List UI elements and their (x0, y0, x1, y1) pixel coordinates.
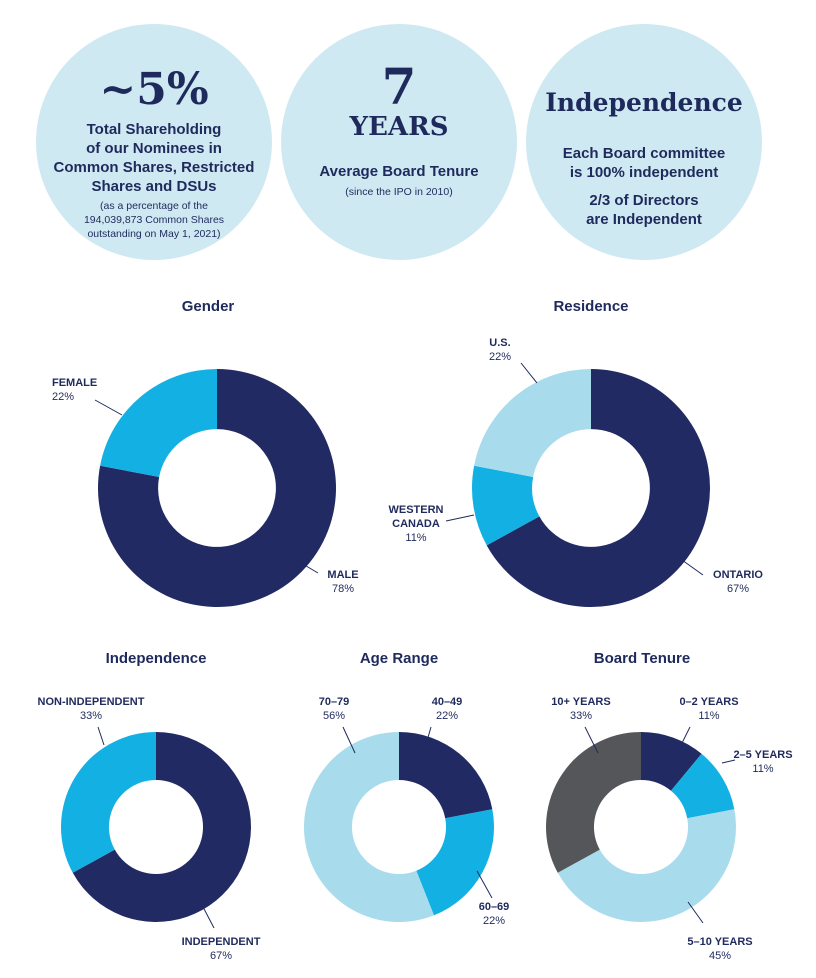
tenure-label: Average Board Tenure (319, 163, 479, 180)
slice-60-69 (416, 809, 494, 916)
shareholding-note-1: (as a percentage of the (100, 200, 208, 212)
shareholding-value: ~5% (99, 64, 209, 115)
label-0-2-years: 0–2 YEARS 11% (679, 696, 739, 722)
independence-line-2: is 100% independent (569, 164, 719, 181)
slice-40-49 (399, 732, 493, 819)
independence-value: Independence (545, 88, 743, 117)
label-5-10-years: 5–10 YEARS 45% (687, 936, 753, 962)
shareholding-note-2: 194,039,873 Common Shares (83, 214, 225, 226)
residence-chart-title: Residence (553, 298, 629, 315)
shareholding-line-3: Common Shares, Restricted (53, 159, 255, 176)
independence-line-3: 2/3 of Directors (589, 192, 699, 209)
independence-line-4: are Independent (586, 211, 702, 228)
label-ontario: ONTARIO 67% (713, 569, 763, 595)
slice-ontario (486, 369, 710, 607)
label-female: FEMALE 22% (52, 377, 98, 403)
shareholding-line-4: Shares and DSUs (91, 178, 217, 195)
slice-10-years (546, 732, 641, 873)
label-40-49: 40–49 22% (431, 696, 463, 722)
slice-independent (72, 732, 251, 922)
label-2-5-years: 2–5 YEARS 11% (733, 749, 793, 775)
slice-u-s (474, 369, 591, 477)
gender-donut (97, 369, 336, 607)
tenure-unit: YEARS (349, 112, 449, 142)
gender-chart-title: Gender (181, 298, 235, 315)
slice-70-79 (304, 732, 434, 922)
shareholding-line-1: Total Shareholding (86, 121, 222, 138)
leader-western-canada (445, 514, 475, 522)
slice-2-5-years (670, 753, 735, 819)
label-western-canada: WESTERN CANADA 11% (388, 504, 444, 544)
independence-donut (60, 732, 251, 922)
label-10-plus-years: 10+ YEARS 33% (551, 696, 611, 722)
label-us: U.S. 22% (488, 337, 512, 363)
slice-male (97, 369, 336, 607)
slice-western-canada (472, 465, 540, 546)
slice-0-2-years (641, 732, 702, 791)
label-70-79: 70–79 56% (318, 696, 350, 722)
residence-donut (472, 369, 710, 607)
label-60-69: 60–69 22% (478, 901, 510, 927)
independence-stat: Independence Each Board committee is 100… (526, 24, 762, 260)
slice-non-independent (60, 732, 157, 873)
age-chart-title: Age Range (359, 650, 439, 667)
label-non-independent: NON-INDEPENDENT 33% (37, 696, 145, 722)
tenure-value: 7 (381, 57, 417, 116)
tenure-stat: 7 YEARS Average Board Tenure (since the … (281, 24, 517, 260)
age-donut (304, 732, 494, 922)
slice-5-10-years (557, 809, 736, 923)
tenure-note: (since the IPO in 2010) (345, 186, 453, 198)
shareholding-note-3: outstanding on May 1, 2021) (87, 228, 221, 240)
tenure-chart-title: Board Tenure (593, 650, 691, 667)
shareholding-line-2: of our Nominees in (86, 140, 222, 157)
label-independent: INDEPENDENT 67% (181, 936, 261, 962)
independence-chart-title: Independence (105, 650, 207, 667)
shareholding-stat: ~5% Total Shareholding of our Nominees i… (36, 24, 272, 260)
independence-line-1: Each Board committee (562, 145, 726, 162)
label-male: MALE 78% (327, 569, 359, 595)
slice-female (100, 369, 217, 477)
tenure-donut (546, 732, 736, 923)
